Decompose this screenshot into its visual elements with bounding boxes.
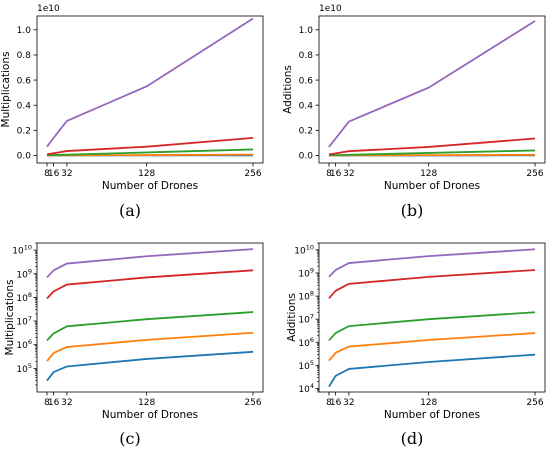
- x-tick-label: 256: [244, 169, 261, 179]
- y-tick-label: 106: [16, 338, 32, 351]
- y-tick-label: 0.2: [17, 127, 31, 137]
- x-tick-label: 256: [526, 169, 543, 179]
- series-line-4: [329, 270, 535, 298]
- x-tick-label: 16: [48, 398, 60, 408]
- panel-label-a: (a): [119, 201, 141, 220]
- x-tick-label: 32: [343, 169, 354, 179]
- y-tick-label: 0.8: [17, 51, 32, 61]
- series-line-1: [329, 355, 535, 387]
- x-tick-label: 32: [343, 398, 354, 408]
- y-tick-label: 104: [298, 382, 314, 395]
- series-line-2: [47, 333, 253, 361]
- y-tick-label: 0.4: [17, 101, 32, 111]
- series-line-3: [47, 312, 253, 340]
- series-line-4: [47, 270, 253, 298]
- x-axis-label: Number of Drones: [102, 180, 198, 192]
- series-line-5: [47, 19, 253, 147]
- panel-label-d: (d): [401, 429, 424, 448]
- y-offset-text: 1e10: [319, 4, 342, 14]
- y-tick-label: 0.6: [17, 76, 32, 86]
- x-tick-label: 16: [330, 169, 342, 179]
- series-line-1: [47, 352, 253, 381]
- y-tick-label: 0.8: [299, 51, 314, 61]
- y-axis-label: Multiplications: [4, 280, 16, 356]
- y-axis-label: Multiplications: [0, 52, 12, 128]
- y-tick-label: 108: [298, 290, 314, 303]
- panel-label-b: (b): [401, 201, 424, 220]
- series-line-5: [329, 21, 535, 147]
- y-tick-label: 0.6: [299, 76, 314, 86]
- x-axis-label: Number of Drones: [384, 409, 480, 421]
- x-tick-label: 32: [61, 169, 72, 179]
- axes-frame: [319, 243, 545, 392]
- y-tick-label: 109: [298, 267, 314, 280]
- y-tick-label: 107: [298, 313, 314, 326]
- x-tick-label: 32: [61, 398, 72, 408]
- x-axis-label: Number of Drones: [384, 180, 480, 192]
- x-tick-label: 128: [138, 398, 155, 408]
- y-offset-text: 1e10: [37, 4, 60, 14]
- y-tick-label: 106: [298, 336, 314, 349]
- x-tick-label: 128: [420, 169, 437, 179]
- x-tick-label: 128: [138, 169, 155, 179]
- y-tick-label: 107: [16, 315, 32, 328]
- y-tick-label: 0.0: [17, 152, 32, 162]
- y-tick-label: 1.0: [299, 26, 314, 36]
- x-tick-label: 128: [420, 398, 437, 408]
- y-axis-label: Additions: [282, 65, 294, 114]
- x-tick-label: 16: [48, 169, 60, 179]
- panel-label-c: (c): [119, 429, 140, 448]
- y-tick-label: 1.0: [17, 26, 32, 36]
- y-tick-label: 109: [16, 267, 32, 280]
- y-tick-label: 105: [298, 359, 314, 372]
- y-tick-label: 1010: [12, 244, 32, 257]
- y-tick-label: 105: [16, 362, 32, 375]
- axes-frame: [37, 16, 263, 163]
- series-line-3: [329, 312, 535, 340]
- y-tick-label: 0.0: [299, 152, 314, 162]
- x-tick-label: 16: [330, 398, 342, 408]
- y-tick-label: 108: [16, 291, 32, 304]
- y-tick-label: 1010: [294, 243, 314, 256]
- axes-frame: [37, 243, 263, 392]
- x-tick-label: 256: [244, 398, 261, 408]
- x-axis-label: Number of Drones: [102, 409, 198, 421]
- y-axis-label: Additions: [286, 293, 298, 342]
- y-tick-label: 0.2: [299, 127, 313, 137]
- x-tick-label: 256: [526, 398, 543, 408]
- y-tick-label: 0.4: [299, 101, 314, 111]
